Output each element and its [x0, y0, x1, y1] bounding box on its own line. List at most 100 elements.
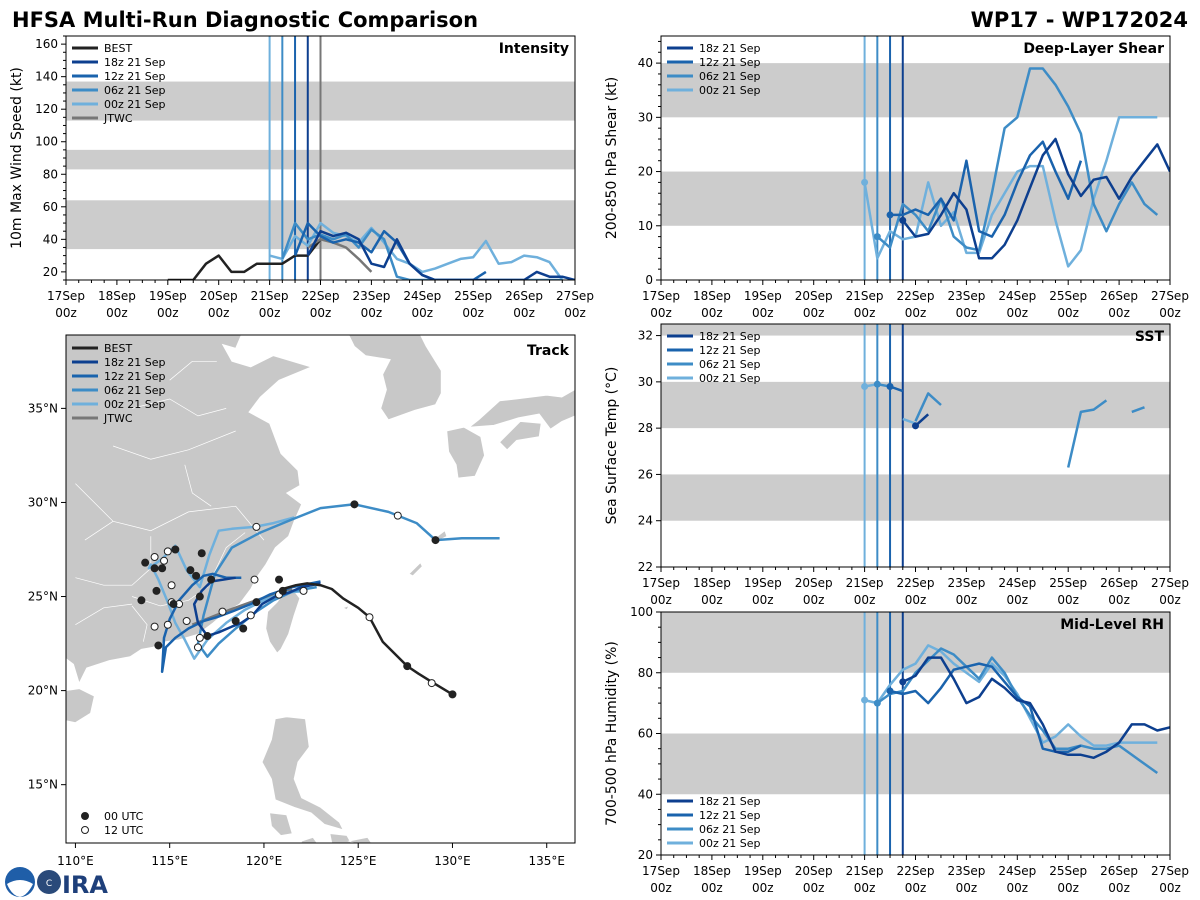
sst-ylabel: Sea Surface Temp (°C): [604, 367, 620, 525]
province-border-3: [184, 464, 212, 507]
track-marker-12utc: [218, 607, 227, 616]
intensity-series-JTWC-seg-0: [307, 238, 373, 273]
land-shape-9: [329, 833, 352, 843]
sst-xtick-hour: 00z: [701, 593, 723, 607]
track-marker-00utc: [278, 586, 287, 595]
shear-legend-label: 12z 21 Sep: [699, 56, 761, 69]
shear-xtick-hour: 00z: [1108, 306, 1130, 320]
shear-series-00z-seg-0: [863, 116, 1158, 268]
svg-text:C: C: [46, 879, 52, 889]
track-marker-legend-symbol: [81, 812, 89, 820]
intensity-ytick-label: 80: [43, 167, 58, 181]
track-xtick-label: 115°E: [151, 854, 188, 868]
sst-title: SST: [1135, 329, 1165, 345]
intensity-xtick-date: 21Sep: [251, 289, 289, 303]
intensity-xtick-date: 24Sep: [403, 289, 441, 303]
track-marker-00utc: [252, 598, 261, 607]
sst-ytick-label: 28: [638, 421, 653, 435]
sst-ytick-label: 22: [638, 560, 653, 574]
track-marker-12utc: [365, 613, 374, 622]
shear-ytick-label: 10: [638, 219, 653, 233]
intensity-xtick-hour: 00z: [412, 306, 434, 320]
province-border-5: [75, 483, 114, 541]
track-marker-00utc: [231, 616, 240, 625]
intensity-xtick-hour: 00z: [208, 306, 230, 320]
track-marker-12utc: [150, 622, 159, 631]
track-marker-12utc: [250, 575, 259, 584]
rh-xtick-hour: 00z: [803, 881, 825, 895]
province-border-4: [112, 430, 236, 460]
shear-xtick-hour: 00z: [803, 306, 825, 320]
intensity-plot-area: [66, 36, 575, 280]
track-xtick-label: 130°E: [434, 854, 471, 868]
rh-ytick-label: 20: [638, 848, 653, 862]
land-shape-12: [408, 562, 423, 577]
shear-ytick-label: 40: [638, 56, 653, 70]
sst-xtick-date: 19Sep: [744, 576, 782, 590]
rh-legend-label: 12z 21 Sep: [699, 809, 761, 822]
sst-xtick-hour: 00z: [650, 593, 672, 607]
intensity-series-06z-seg-0: [281, 221, 563, 280]
track-marker-12utc: [182, 616, 191, 625]
rh-xtick-date: 26Sep: [1100, 864, 1138, 878]
sst-xtick-hour: 00z: [905, 593, 927, 607]
sst-series-06z-seg-1: [914, 392, 942, 422]
shear-ytick-label: 30: [638, 110, 653, 124]
sst-xtick-hour: 00z: [1108, 593, 1130, 607]
track-marker-00utc: [141, 558, 150, 567]
shear-legend-label: 00z 21 Sep: [699, 84, 761, 97]
track-marker-12utc: [163, 620, 172, 629]
shear-series-start-06z: [873, 233, 881, 241]
rh-plot-area: [661, 612, 1170, 855]
track-ytick-label: 25°N: [28, 590, 58, 604]
rh-xtick-date: 21Sep: [846, 864, 884, 878]
track-marker-00utc: [171, 545, 180, 554]
sst-series-start-00z: [861, 382, 869, 390]
rh-xtick-hour: 00z: [701, 881, 723, 895]
rh-xtick-hour: 00z: [1159, 881, 1181, 895]
intensity-xtick-date: 17Sep: [47, 289, 85, 303]
rh-xtick-date: 27Sep: [1151, 864, 1189, 878]
track-marker-00utc: [239, 624, 248, 633]
track-line-BEST: [282, 582, 454, 696]
rh-series-start-00z: [861, 696, 869, 704]
sst-series-00z-seg-1: [902, 417, 916, 425]
land-shape-0: [66, 335, 313, 685]
province-border-8: [75, 603, 133, 626]
track-marker-12utc: [393, 511, 402, 520]
track-marker-00utc: [431, 536, 440, 545]
sst-xtick-hour: 00z: [803, 593, 825, 607]
sst-legend-label: 18z 21 Sep: [699, 330, 761, 343]
sst-legend-label: 06z 21 Sep: [699, 358, 761, 371]
shear-series-06z-seg-0: [876, 67, 1159, 252]
land-shape-14: [342, 605, 350, 611]
track-marker-12utc: [150, 553, 159, 562]
track-ytick-label: 15°N: [28, 778, 58, 792]
sst-xtick-hour: 00z: [752, 593, 774, 607]
shear-plot-area: [661, 36, 1170, 280]
intensity-xtick-date: 19Sep: [149, 289, 187, 303]
land-shape-3: [348, 335, 442, 421]
intensity-ytick-label: 60: [43, 200, 58, 214]
sst-ytick-label: 30: [638, 375, 653, 389]
track-legend-label: 12z 21 Sep: [104, 370, 166, 383]
track-frame: [65, 334, 576, 844]
track-marker-00utc: [448, 690, 457, 699]
sst-xtick-hour: 00z: [1159, 593, 1181, 607]
track-legend-label: 00z 21 Sep: [104, 398, 166, 411]
shear-series-12z-seg-0: [890, 140, 1083, 238]
shear-xtick-hour: 00z: [1057, 306, 1079, 320]
shear-xtick-date: 27Sep: [1151, 289, 1189, 303]
intensity-xtick-date: 26Sep: [505, 289, 543, 303]
land-shape-10: [300, 836, 318, 843]
track-marker-legend-label: 00 UTC: [104, 810, 144, 823]
province-border-0: [113, 505, 265, 541]
track-legend-label: JTWC: [103, 412, 133, 425]
intensity-xtick-date: 27Sep: [556, 289, 594, 303]
intensity-xtick-date: 23Sep: [352, 289, 390, 303]
rh-legend-label: 00z 21 Sep: [699, 837, 761, 850]
shear-xtick-hour: 00z: [905, 306, 927, 320]
